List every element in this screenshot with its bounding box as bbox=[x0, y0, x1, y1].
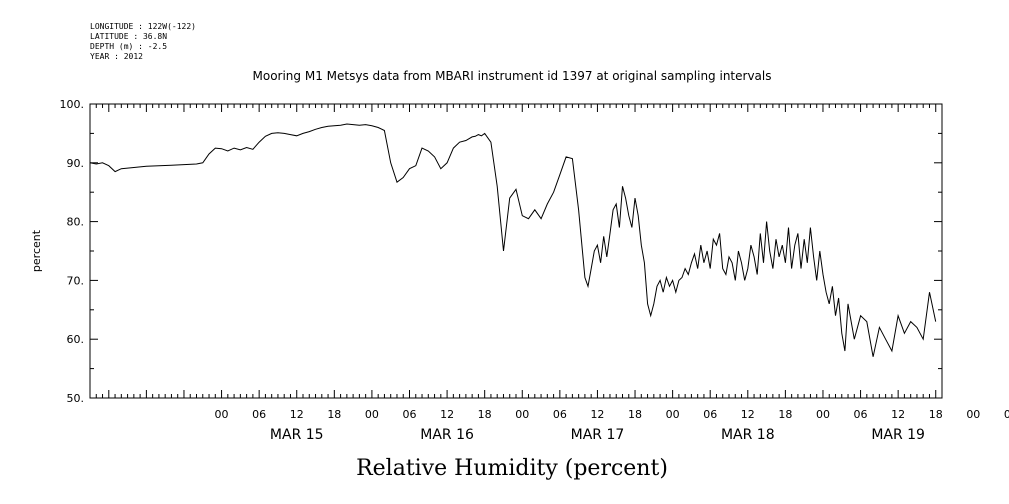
latitude-text: LATITUDE : 36.8N bbox=[90, 32, 168, 41]
longitude-text: LONGITUDE : 122W(-122) bbox=[90, 22, 196, 31]
x-hour-label: 18 bbox=[628, 408, 642, 421]
x-hour-label: 00 bbox=[365, 408, 379, 421]
y-tick-label: 50. bbox=[67, 392, 85, 405]
x-day-label: MAR 18 bbox=[721, 427, 775, 443]
x-hour-label: 18 bbox=[327, 408, 341, 421]
x-hour-label: 06 bbox=[553, 408, 567, 421]
x-hour-label: 18 bbox=[478, 408, 492, 421]
x-hour-label: 06 bbox=[252, 408, 266, 421]
x-axis-label: Relative Humidity (percent) bbox=[356, 456, 668, 481]
y-tick-label: 70. bbox=[67, 274, 85, 287]
y-axis-label: percent bbox=[30, 229, 43, 272]
x-hour-label: 00 bbox=[966, 408, 980, 421]
y-tick-label: 60. bbox=[67, 333, 85, 346]
series-group bbox=[89, 123, 937, 357]
x-hour-label: 06 bbox=[1004, 408, 1009, 421]
x-day-label: MAR 16 bbox=[420, 427, 474, 443]
x-hour-label: 06 bbox=[854, 408, 868, 421]
y-tick-label: 80. bbox=[67, 216, 85, 229]
x-hour-label: 12 bbox=[590, 408, 604, 421]
x-hour-label: 18 bbox=[929, 408, 943, 421]
y-tick-label: 100. bbox=[60, 98, 85, 111]
x-hour-label: 12 bbox=[741, 408, 755, 421]
x-day-label: MAR 19 bbox=[871, 427, 925, 443]
x-hour-label: 06 bbox=[403, 408, 417, 421]
x-day-label: MAR 15 bbox=[270, 427, 324, 443]
x-hour-label: 06 bbox=[703, 408, 717, 421]
x-hour-label: 12 bbox=[891, 408, 905, 421]
x-hour-label: 12 bbox=[440, 408, 454, 421]
x-hour-label: 12 bbox=[290, 408, 304, 421]
series-line bbox=[89, 123, 937, 357]
y-axis: 50. 60. 70. 80. 90. 100. bbox=[60, 98, 942, 405]
x-hour-label: 18 bbox=[778, 408, 792, 421]
x-hour-label: 00 bbox=[515, 408, 529, 421]
x-axis: 00 06 12 18 00 06 12 18 00 06 12 18 00 06 12 18 00 06 12 18… bbox=[89, 104, 1009, 443]
year-text: YEAR : 2012 bbox=[90, 52, 143, 61]
depth-text: DEPTH (m) : -2.5 bbox=[90, 42, 168, 51]
metadata-block: LONGITUDE : 122W(-122) LATITUDE : 36.8N … bbox=[90, 22, 196, 62]
y-tick-label: 90. bbox=[67, 157, 85, 170]
x-hour-label: 00 bbox=[215, 408, 229, 421]
chart-title: Mooring M1 Metsys data from MBARI instru… bbox=[253, 69, 772, 83]
x-hour-label: 00 bbox=[816, 408, 830, 421]
x-hour-label: 00 bbox=[666, 408, 680, 421]
x-day-label: MAR 17 bbox=[571, 427, 625, 443]
